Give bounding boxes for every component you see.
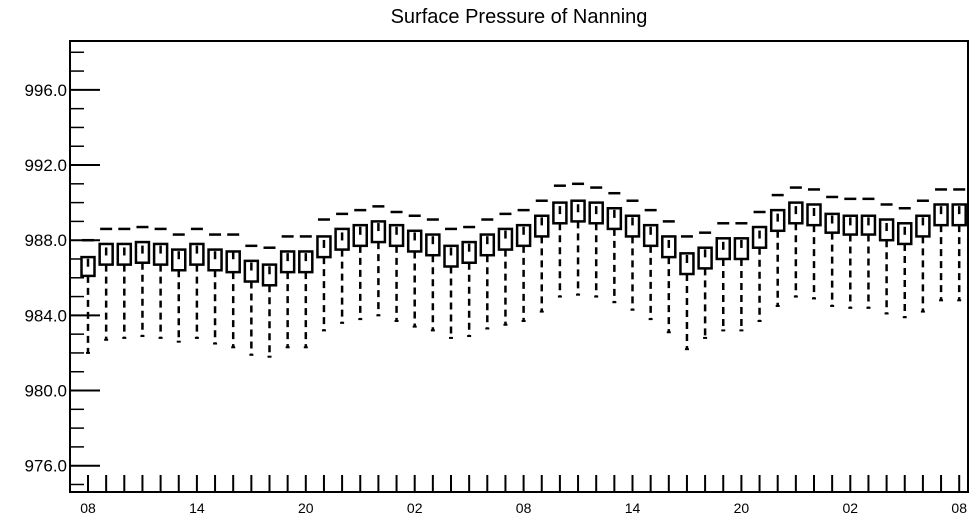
box-item: [733, 222, 750, 332]
box-item: [352, 208, 368, 321]
y-tick-label: 996.0: [24, 81, 67, 100]
box-item: [388, 210, 405, 322]
box-rect: [279, 250, 296, 274]
chart-title: Surface Pressure of Nanning: [391, 6, 648, 28]
box-item: [98, 227, 114, 341]
box-item: [824, 195, 840, 307]
y-tick-label: 980.0: [24, 382, 67, 401]
y-tick-label: 992.0: [24, 156, 67, 175]
box-rect: [642, 223, 659, 248]
box-item: [425, 218, 441, 332]
box-item: [788, 186, 804, 298]
box-item: [443, 227, 459, 339]
y-tick-label: 976.0: [24, 457, 67, 476]
box-item: [697, 231, 713, 339]
y-tick-label: 984.0: [24, 306, 67, 325]
plot-frame: [69, 40, 969, 493]
box-item: [80, 238, 96, 354]
box-item: [243, 244, 260, 356]
box-rect: [298, 250, 314, 274]
box-rect: [933, 203, 949, 227]
box-item: [207, 233, 223, 345]
box-rect: [733, 237, 750, 261]
box-item: [189, 227, 205, 339]
box-item: [661, 220, 677, 334]
box-rect: [207, 248, 223, 272]
box-item: [878, 203, 895, 315]
box-item: [570, 182, 586, 296]
box-item: [279, 235, 296, 349]
box-rect: [697, 246, 713, 270]
box-item: [588, 186, 604, 298]
box-item: [860, 197, 877, 309]
box-rect: [261, 263, 278, 287]
box-item: [624, 199, 641, 311]
box-item: [152, 227, 169, 339]
box-rect: [443, 244, 459, 268]
box-rect: [171, 248, 187, 272]
box-item: [116, 227, 133, 339]
x-tick-label: 02: [843, 500, 859, 516]
box-rect: [406, 229, 423, 253]
box-rect: [152, 242, 169, 266]
box-rect: [534, 214, 550, 238]
x-axis: 08 14 20 02 08 14 20 02 08: [80, 475, 967, 516]
box-rect: [352, 223, 368, 248]
x-tick-label: 14: [625, 500, 641, 516]
box-item: [534, 199, 550, 313]
box-item: [225, 233, 241, 349]
box-item: [715, 222, 731, 332]
box-rect: [388, 223, 405, 248]
x-tick-label: 20: [734, 500, 750, 516]
x-tick-label: 08: [951, 500, 967, 516]
box-rect: [624, 214, 641, 238]
box-item: [806, 188, 822, 300]
box-rect: [370, 220, 387, 244]
box-item: [370, 205, 387, 317]
box-item: [915, 199, 931, 313]
box-item: [897, 206, 913, 319]
box-item: [461, 225, 477, 338]
box-rect: [497, 227, 514, 251]
box-item: [479, 218, 496, 330]
y-axis: 976.0 980.0 984.0 988.0 992.0 996.0: [24, 51, 100, 486]
box-item: [642, 208, 659, 321]
box-item: [298, 235, 314, 349]
box-item: [261, 246, 278, 358]
box-item: [334, 212, 350, 324]
box-rect: [606, 206, 623, 231]
y-tick-label: 988.0: [24, 231, 67, 250]
x-tick-label: 14: [189, 500, 205, 516]
box-item: [769, 193, 786, 307]
box-rect: [461, 240, 477, 264]
box-item: [316, 218, 332, 332]
box-item: [406, 214, 423, 328]
x-tick-label: 02: [407, 500, 423, 516]
box-rect: [479, 233, 496, 257]
box-item: [134, 225, 151, 338]
box-item: [606, 191, 623, 304]
box-rect: [951, 203, 967, 227]
box-item: [552, 184, 568, 298]
x-tick-label: 08: [516, 500, 532, 516]
box-item: [515, 208, 532, 322]
box-rect: [679, 252, 695, 276]
boxes: [80, 182, 967, 358]
box-rect: [915, 214, 931, 238]
box-rect: [515, 223, 532, 248]
x-tick-label: 08: [80, 500, 96, 516]
box-item: [933, 188, 949, 302]
box-item: [679, 235, 695, 351]
box-rect: [425, 233, 441, 257]
box-item: [951, 188, 967, 302]
box-item: [171, 233, 187, 343]
box-item: [842, 197, 859, 309]
box-rect: [243, 259, 260, 283]
x-tick-label: 20: [298, 500, 314, 516]
box-item: [497, 212, 514, 326]
box-rect: [189, 242, 205, 266]
box-item: [751, 210, 768, 322]
